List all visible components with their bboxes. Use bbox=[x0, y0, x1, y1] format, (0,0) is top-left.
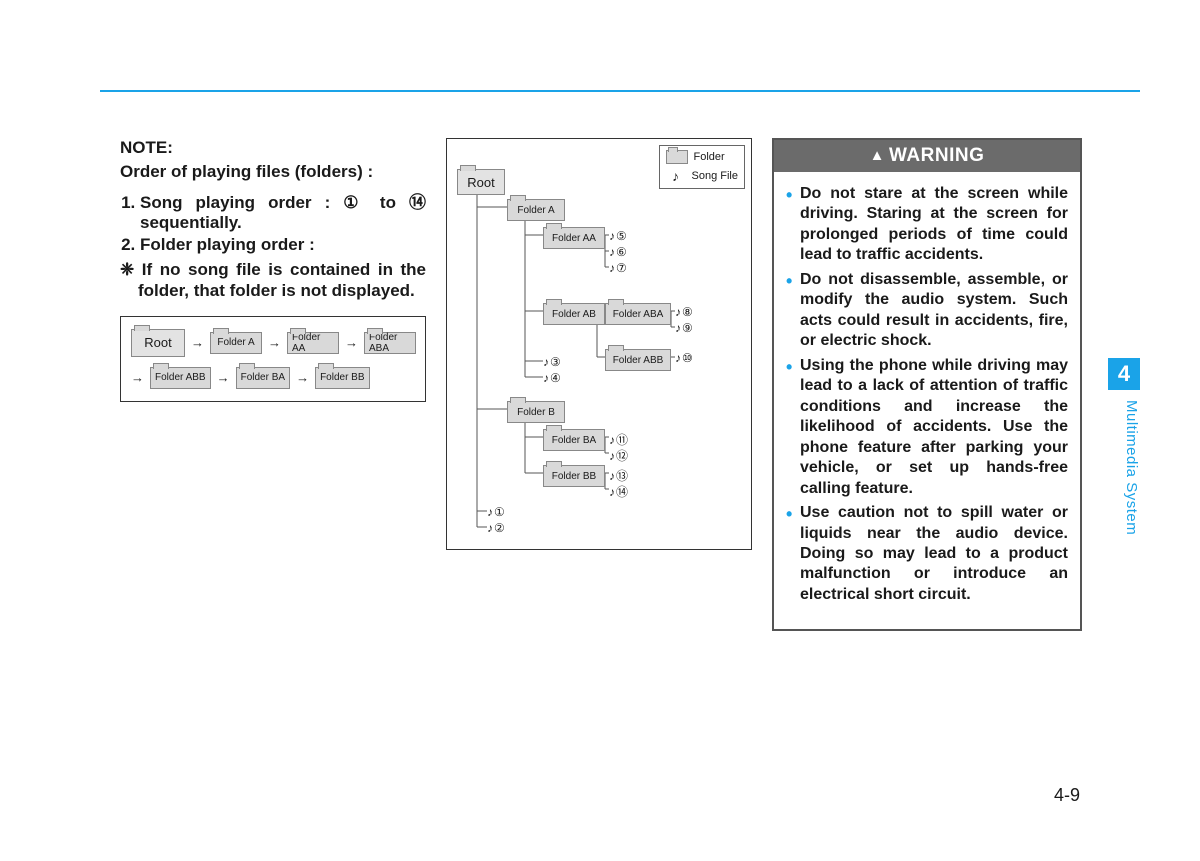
warning-item: Using the phone while driving may lead t… bbox=[786, 356, 1068, 499]
warning-header: ▲WARNING bbox=[774, 140, 1080, 172]
note-subheading: Order of playing files (folders) : bbox=[120, 162, 426, 182]
legend-folder-label: Folder bbox=[694, 151, 725, 163]
arrow-icon: → bbox=[296, 370, 309, 385]
arrow-icon: → bbox=[217, 370, 230, 385]
folder-sequence-row-1: Root → Folder A → Folder AA → Folder ABA bbox=[131, 329, 415, 357]
note-item-1-to-word: to bbox=[367, 193, 409, 212]
note-item-2: Folder playing order : bbox=[140, 235, 426, 255]
note-item-1-prefix: Song playing order : bbox=[140, 193, 343, 212]
tree-folder-node: Folder B bbox=[507, 401, 565, 423]
tree-folder-node: Folder ABA bbox=[605, 303, 671, 325]
tree-connectors bbox=[447, 139, 751, 549]
page-content: NOTE: Order of playing files (folders) :… bbox=[120, 138, 1080, 631]
note-asterisk: ❈ If no song file is contained in the fo… bbox=[120, 259, 426, 302]
warning-triangle-icon: ▲ bbox=[870, 147, 885, 164]
chapter-label: Multimedia System bbox=[1108, 400, 1140, 535]
tree-song-file: ⑤ bbox=[609, 229, 627, 243]
note-heading: NOTE: bbox=[120, 138, 426, 158]
tree-song-file: ⑫ bbox=[609, 447, 628, 464]
tree-song-file: ⑦ bbox=[609, 261, 627, 275]
tree-song-file: ⑩ bbox=[675, 351, 693, 365]
tree-folder-node: Folder AA bbox=[543, 227, 605, 249]
folder-chip: Folder A bbox=[210, 332, 262, 354]
tree-song-file: ③ bbox=[543, 355, 561, 369]
tree-folder-node: Root bbox=[457, 169, 505, 195]
folder-chip: Folder BA bbox=[236, 367, 290, 389]
tree-legend: Folder ♪ Song File bbox=[659, 145, 745, 189]
folder-icon bbox=[666, 150, 688, 164]
right-column: ▲WARNING Do not stare at the screen whil… bbox=[772, 138, 1078, 631]
folder-tree-diagram: Folder ♪ Song File RootFolder A Folder AA… bbox=[446, 138, 752, 550]
tree-song-file: ④ bbox=[543, 371, 561, 385]
tree-folder-node: Folder ABB bbox=[605, 349, 671, 371]
tree-song-file: ② bbox=[487, 521, 505, 535]
warning-body: Do not stare at the screen while driving… bbox=[774, 172, 1080, 629]
top-rule bbox=[100, 90, 1140, 92]
page-number: 4-9 bbox=[1054, 785, 1080, 806]
warning-title: WARNING bbox=[889, 145, 984, 166]
arrow-icon: → bbox=[131, 370, 144, 385]
note-list: Song playing order : ① to ⑭ sequentially… bbox=[120, 188, 426, 255]
arrow-icon: → bbox=[345, 335, 358, 350]
tree-song-file: ⑧ bbox=[675, 305, 693, 319]
legend-song-label: Song File bbox=[692, 170, 738, 182]
note-item-1-suffix: sequentially. bbox=[140, 213, 242, 232]
warning-item: Use caution not to spill water or liquid… bbox=[786, 503, 1068, 605]
note-item-1: Song playing order : ① to ⑭ sequentially… bbox=[140, 188, 426, 233]
tree-folder-node: Folder A bbox=[507, 199, 565, 221]
tree-song-file: ⑥ bbox=[609, 245, 627, 259]
left-column: NOTE: Order of playing files (folders) :… bbox=[120, 138, 426, 631]
tree-song-file: ① bbox=[487, 505, 505, 519]
middle-column: Folder ♪ Song File RootFolder A Folder AA… bbox=[446, 138, 752, 631]
tree-song-file: ⑭ bbox=[609, 483, 628, 500]
folder-chip: Folder ABA bbox=[364, 332, 416, 354]
warning-item: Do not disassemble, assemble, or modify … bbox=[786, 270, 1068, 352]
folder-sequence-row-2: → Folder ABB → Folder BA → Folder BB bbox=[131, 367, 415, 389]
tree-folder-node: Folder BA bbox=[543, 429, 605, 451]
folder-chip: Folder ABB bbox=[150, 367, 211, 389]
folder-chip-root: Root bbox=[131, 329, 185, 357]
tree-folder-node: Folder BB bbox=[543, 465, 605, 487]
tree-song-file: ⑨ bbox=[675, 321, 693, 335]
folder-chip: Folder AA bbox=[287, 332, 339, 354]
legend-folder-row: Folder bbox=[666, 150, 738, 164]
folder-sequence-box: Root → Folder A → Folder AA → Folder ABA… bbox=[120, 316, 426, 402]
tree-song-file: ⑬ bbox=[609, 467, 628, 484]
note-item-1-to: ⑭ bbox=[409, 193, 426, 212]
warning-box: ▲WARNING Do not stare at the screen whil… bbox=[772, 138, 1082, 631]
arrow-icon: → bbox=[268, 335, 281, 350]
tree-folder-node: Folder AB bbox=[543, 303, 605, 325]
note-item-1-from: ① bbox=[343, 193, 367, 212]
arrow-icon: → bbox=[191, 335, 204, 350]
warning-item: Do not stare at the screen while driving… bbox=[786, 184, 1068, 266]
chapter-tab: 4 bbox=[1108, 358, 1140, 390]
folder-chip: Folder BB bbox=[315, 367, 369, 389]
tree-song-file: ⑪ bbox=[609, 431, 628, 448]
legend-song-row: ♪ Song File bbox=[666, 168, 738, 184]
warning-list: Do not stare at the screen while driving… bbox=[786, 184, 1068, 605]
music-note-icon: ♪ bbox=[666, 168, 686, 184]
